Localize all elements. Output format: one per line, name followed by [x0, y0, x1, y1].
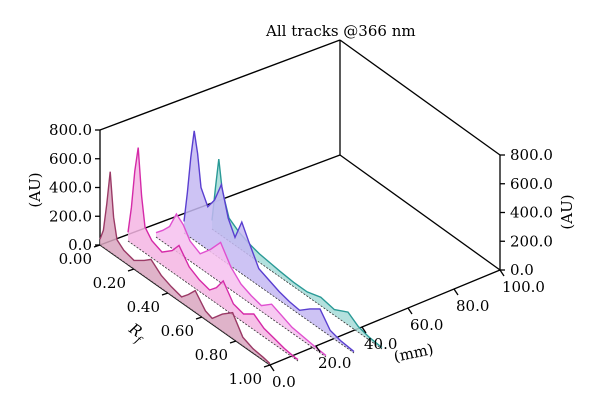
axis-edge [339, 154, 501, 271]
track-area [100, 171, 270, 365]
chart-title: All tracks @366 nm [265, 22, 416, 40]
mm-tick-label: 40.0 [364, 335, 397, 353]
rf-tick [229, 340, 237, 344]
z-left-tick-label: 600.0 [49, 150, 92, 168]
mm-tick-label: 20.0 [318, 354, 351, 372]
axis-edge [339, 39, 501, 156]
track-line [183, 130, 355, 353]
track-baseline [183, 232, 355, 354]
mm-tick [407, 307, 413, 315]
axis-labels: (AU) (AU) (mm) Rf [26, 172, 576, 366]
z-left-axis-label: (AU) [26, 172, 44, 207]
track-area [184, 130, 354, 353]
mm-tick-label: 100.0 [502, 278, 545, 296]
rf-tick-label: 0.80 [195, 346, 228, 364]
z-left-tick-label: 400.0 [49, 179, 92, 197]
rf-axis-label: Rf [123, 319, 151, 348]
mm-tick-label: 80.0 [456, 297, 489, 315]
axis-ticks: 0.0 200.0 400.0 600.0 800.0 0.0 200.0 400.0 600.… [49, 121, 553, 391]
z-right-tick-label: 600.0 [510, 175, 553, 193]
track-baseline [211, 228, 383, 350]
mm-tick [453, 288, 459, 296]
z-right-tick-label: 400.0 [510, 204, 553, 222]
mm-tick [269, 364, 275, 372]
z-left-tick-label: 200.0 [49, 207, 92, 225]
rf-tick [127, 268, 135, 272]
rf-tick-label: 0.40 [127, 298, 160, 316]
z-left-tick-label: 0.0 [68, 236, 92, 254]
track-area [128, 147, 298, 361]
mm-tick [499, 269, 505, 277]
mm-tick [361, 326, 367, 334]
rf-tick [263, 364, 271, 368]
track-baseline [99, 244, 271, 366]
track-line [155, 212, 327, 357]
z-left-tick-label: 800.0 [49, 121, 92, 139]
track-areas [99, 130, 383, 366]
track-line [127, 147, 299, 361]
axis-edge [99, 39, 341, 131]
rf-tick [195, 316, 203, 320]
rf-tick [161, 292, 169, 296]
mm-tick [315, 345, 321, 353]
track-area [156, 214, 326, 357]
rf-tick-label: 1.00 [229, 370, 262, 388]
z-right-axis-label: (AU) [558, 194, 576, 229]
z-right-tick-label: 0.0 [510, 261, 534, 279]
mm-tick-label: 60.0 [410, 316, 443, 334]
z-right-tick-label: 200.0 [510, 232, 553, 250]
track-baseline [127, 240, 299, 362]
rf-tick [93, 244, 101, 248]
rf-tick-label: 0.20 [93, 274, 126, 292]
mm-tick-label: 0.0 [272, 373, 296, 391]
rf-tick-label: 0.60 [161, 322, 194, 340]
axis-edge [269, 269, 501, 366]
rf-tick-label: 0.00 [59, 250, 92, 268]
z-right-tick-label: 800.0 [510, 146, 553, 164]
mm-axis-label: (mm) [392, 340, 435, 366]
track-baseline [155, 236, 327, 358]
track-line [99, 171, 271, 365]
